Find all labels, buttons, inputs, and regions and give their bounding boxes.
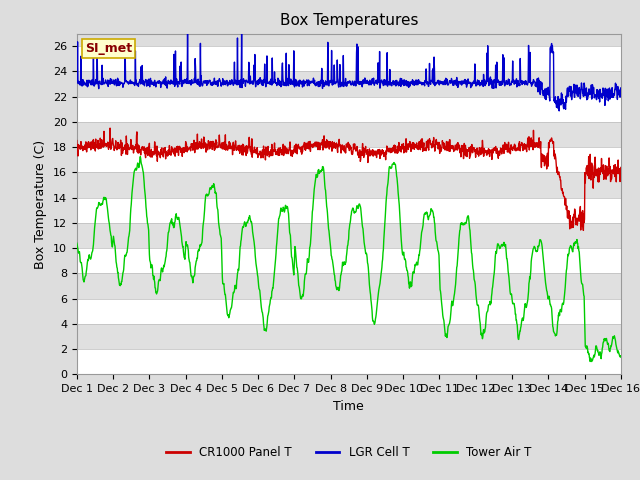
Title: Box Temperatures: Box Temperatures [280,13,418,28]
Bar [77,172,621,198]
Bar [77,147,621,172]
Bar [77,248,621,274]
Bar [77,324,621,349]
Bar [77,198,621,223]
Y-axis label: Box Temperature (C): Box Temperature (C) [35,139,47,269]
Bar [77,349,621,374]
Bar [77,72,621,96]
Bar [77,299,621,324]
Bar [77,46,621,72]
Bar [77,223,621,248]
Bar [77,274,621,299]
Bar [77,96,621,122]
Text: SI_met: SI_met [85,42,132,55]
Legend: CR1000 Panel T, LGR Cell T, Tower Air T: CR1000 Panel T, LGR Cell T, Tower Air T [161,442,536,464]
X-axis label: Time: Time [333,400,364,413]
Bar [77,122,621,147]
